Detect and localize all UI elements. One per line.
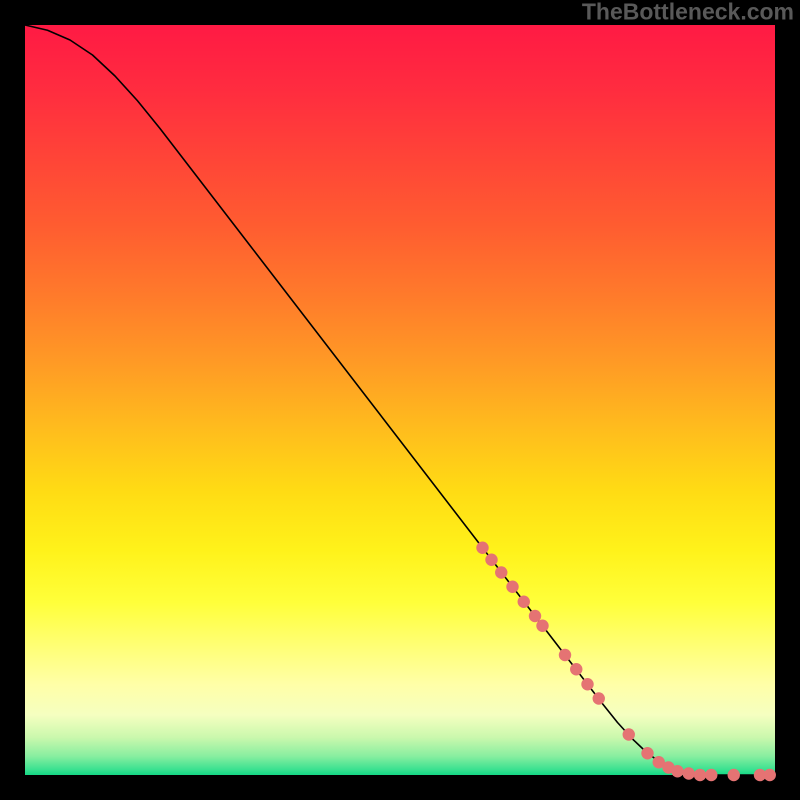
plot-area: [25, 25, 775, 775]
data-marker: [671, 765, 683, 777]
data-marker: [705, 769, 717, 781]
chart-stage: TheBottleneck.com: [0, 0, 800, 800]
data-marker: [683, 767, 695, 779]
data-marker: [485, 554, 497, 566]
data-marker: [536, 620, 548, 632]
data-marker: [623, 728, 635, 740]
data-marker: [764, 769, 776, 781]
data-marker: [694, 769, 706, 781]
bottleneck-chart: TheBottleneck.com: [0, 0, 800, 800]
data-marker: [593, 692, 605, 704]
data-marker: [476, 542, 488, 554]
data-marker: [518, 596, 530, 608]
data-marker: [559, 649, 571, 661]
data-marker: [506, 581, 518, 593]
data-marker: [581, 678, 593, 690]
data-marker: [728, 769, 740, 781]
watermark-text: TheBottleneck.com: [582, 0, 794, 25]
data-marker: [641, 747, 653, 759]
data-marker: [495, 566, 507, 578]
data-marker: [529, 610, 541, 622]
data-marker: [570, 663, 582, 675]
